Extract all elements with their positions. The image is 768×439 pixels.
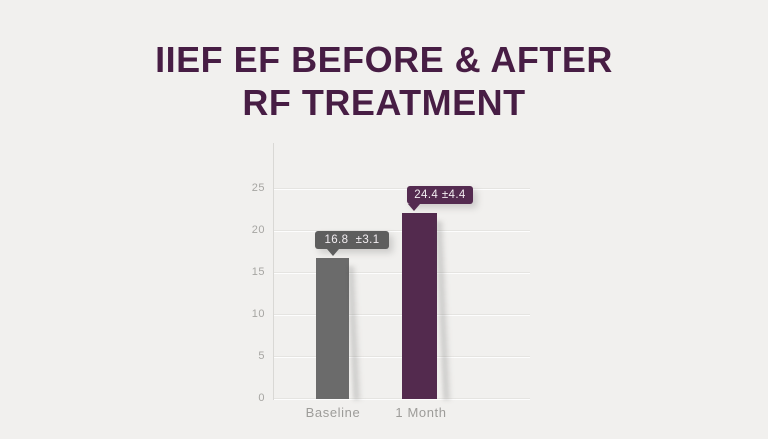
bar-baseline [316,257,349,399]
value-callout-1: 16.8 ±3.1 [315,230,389,256]
chart-title-line-1: IIEF EF BEFORE & AFTER [155,39,613,80]
y-tick-label-15: 15 [251,266,265,278]
x-axis-label-baseline: Baseline [305,405,361,420]
y-tick-label-20: 20 [251,224,265,236]
x-axis-label-1-month: 1 Month [395,405,447,420]
y-tick-label-0: 0 [258,392,265,404]
callout-pointer-icon [327,248,339,256]
y-tick-label-25: 25 [251,182,265,194]
chart-title-line-2: RF TREATMENT [242,82,526,123]
bar-1-month [402,212,437,399]
y-axis-line [273,143,274,400]
callout-pointer-icon [408,203,420,211]
chart-title: IIEF EF BEFORE & AFTER RF TREATMENT [0,38,768,124]
gridline-y-25 [273,188,530,189]
value-callout-2: 24.4 ±4.4 [407,185,473,211]
y-tick-label-5: 5 [258,350,265,362]
y-tick-label-10: 10 [251,308,265,320]
